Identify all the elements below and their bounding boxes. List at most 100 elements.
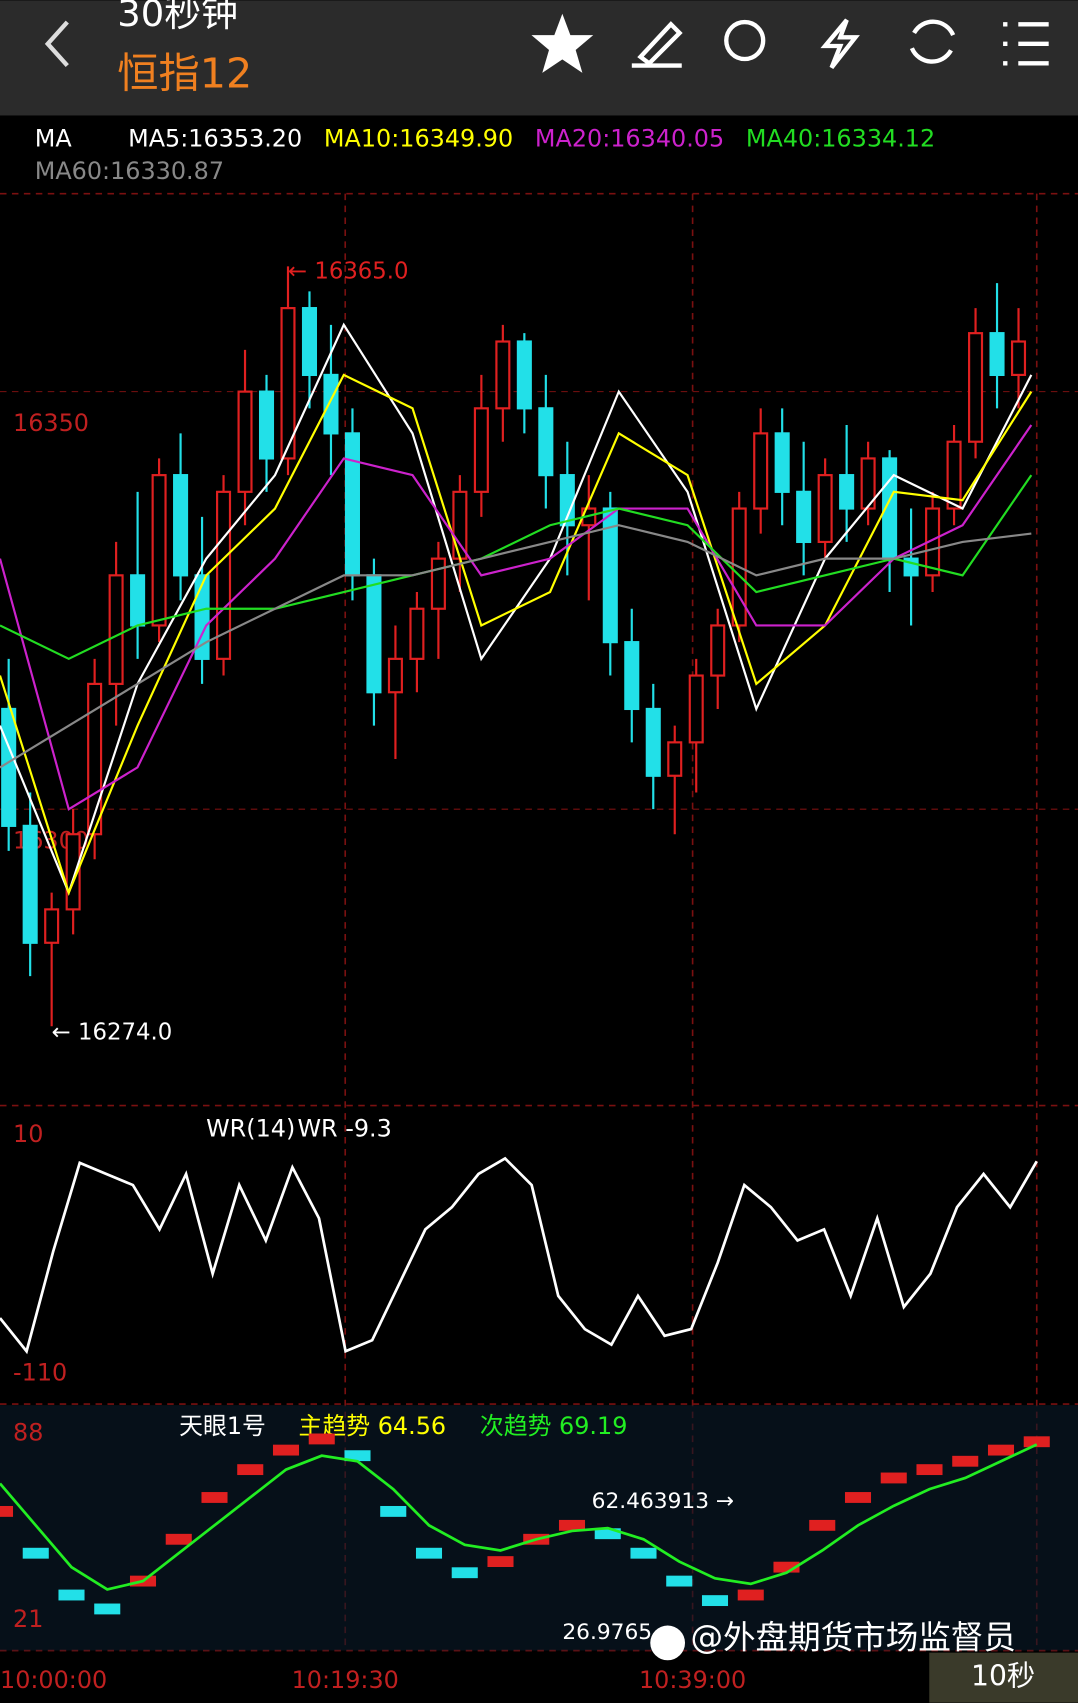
candle-body <box>774 432 790 493</box>
main-trend-bar <box>844 1492 872 1503</box>
trend-title: 天眼1号 <box>179 1412 266 1440</box>
candle-body <box>516 340 532 410</box>
candle-body <box>968 332 984 443</box>
main-trend-bar <box>809 1519 836 1531</box>
candle-body <box>1 707 17 827</box>
period-title: 30秒钟 <box>117 0 238 35</box>
ma-legend: MA10:16349.90 <box>324 124 513 152</box>
candle-body <box>44 908 60 944</box>
candle-body <box>538 407 554 477</box>
candle-body <box>688 674 704 744</box>
wr-reading: WR -9.3 <box>297 1114 391 1142</box>
candle-body <box>301 307 318 377</box>
menu-icon[interactable] <box>1003 22 1049 66</box>
trend-mark-low: 26.9765 <box>562 1620 652 1645</box>
candle-body <box>796 490 812 544</box>
ma-line <box>0 373 1033 896</box>
main-trend-bar <box>344 1450 371 1462</box>
candle-body <box>344 432 360 577</box>
time-label: 10:39:00 <box>639 1666 746 1694</box>
time-label: 10:19:30 <box>292 1666 399 1694</box>
candle-body <box>624 641 640 711</box>
candle-body <box>108 574 124 685</box>
top-bar <box>0 0 1078 116</box>
main-trend-bar <box>237 1464 264 1476</box>
candle-body <box>366 574 382 694</box>
y-tick-label: 21 <box>13 1605 43 1633</box>
candle-body <box>839 474 855 510</box>
main-trend-bar <box>666 1575 693 1587</box>
candle-body <box>387 657 403 694</box>
ma-legend: MA20:16340.05 <box>535 124 724 152</box>
candle-body <box>860 457 876 510</box>
ma-line <box>0 424 1033 811</box>
candle-body <box>667 741 683 777</box>
main-trend-bar <box>308 1433 335 1445</box>
candle-body <box>130 574 146 627</box>
watermark: @外盘期货市场监督员 <box>690 1619 1015 1657</box>
trend-bg <box>0 1405 1078 1651</box>
period-button-label[interactable]: 10秒 <box>971 1660 1035 1693</box>
sub-trend-line <box>0 1443 1038 1591</box>
candle-body <box>323 373 339 435</box>
main-trend-bar <box>773 1561 800 1573</box>
facebook-icon <box>650 1625 686 1661</box>
period-button[interactable] <box>929 1652 1078 1703</box>
ma-legend: MA60:16330.87 <box>35 157 224 185</box>
back-button[interactable] <box>44 20 69 67</box>
main-trend-bar <box>594 1528 621 1540</box>
main-trend-bar <box>380 1505 407 1517</box>
candle-body <box>989 332 1005 377</box>
main-trend-bar <box>22 1547 49 1559</box>
candle-body <box>280 307 296 460</box>
ma-legend: MA40:16334.12 <box>746 124 935 152</box>
main-trend-bar <box>415 1547 443 1559</box>
main-trend-bar <box>201 1492 228 1503</box>
candle-body <box>173 474 189 577</box>
trend-mark-high: 62.463913 → <box>592 1489 734 1514</box>
search-icon[interactable] <box>724 19 766 62</box>
main-trend-bar <box>701 1595 729 1607</box>
main-trend-bar <box>94 1603 121 1615</box>
main-trend-bar <box>451 1567 478 1579</box>
main-trend-bar <box>916 1464 943 1476</box>
main-trend-bar <box>558 1519 586 1531</box>
main-trend-bar <box>737 1589 764 1601</box>
y-tick-label: -110 <box>13 1359 67 1387</box>
ma-title: MA <box>35 124 73 152</box>
refresh-icon[interactable] <box>909 19 956 64</box>
symbol: 恒指12 <box>117 49 252 97</box>
ma-legend: MA5:16353.20 <box>128 124 302 152</box>
sub-trend-label: 次趋势 69.19 <box>480 1412 628 1440</box>
candle-body <box>602 507 618 644</box>
candle-body <box>452 490 468 560</box>
candle-body <box>409 607 425 660</box>
main-trend-bar <box>1023 1436 1050 1448</box>
wr-line <box>0 1156 1038 1355</box>
candle-body <box>22 824 38 944</box>
main-trend-bar <box>630 1547 657 1559</box>
candle-body <box>817 474 833 544</box>
candle-body <box>1010 340 1027 377</box>
edit-icon[interactable] <box>631 21 683 68</box>
y-tick-label: 16350 <box>13 409 89 437</box>
ma-line <box>0 524 1032 769</box>
main-trend-bar <box>58 1589 85 1601</box>
main-trend-bar <box>487 1556 514 1568</box>
ma-line <box>0 474 1033 661</box>
high-label: ← 16365.0 <box>288 258 409 284</box>
candle-body <box>753 432 769 510</box>
main-trend-bar <box>165 1533 192 1545</box>
flash-icon[interactable] <box>820 18 860 70</box>
star-icon[interactable] <box>531 13 594 73</box>
candle-body <box>645 707 661 777</box>
time-label: 10:00:00 <box>0 1666 107 1694</box>
low-label: ← 16274.0 <box>52 1019 173 1045</box>
main-trend-bar <box>880 1472 907 1484</box>
candle-body <box>495 340 511 410</box>
candle-body <box>946 440 962 510</box>
wr-title: WR(14) <box>206 1114 295 1142</box>
candle-body <box>194 574 210 660</box>
